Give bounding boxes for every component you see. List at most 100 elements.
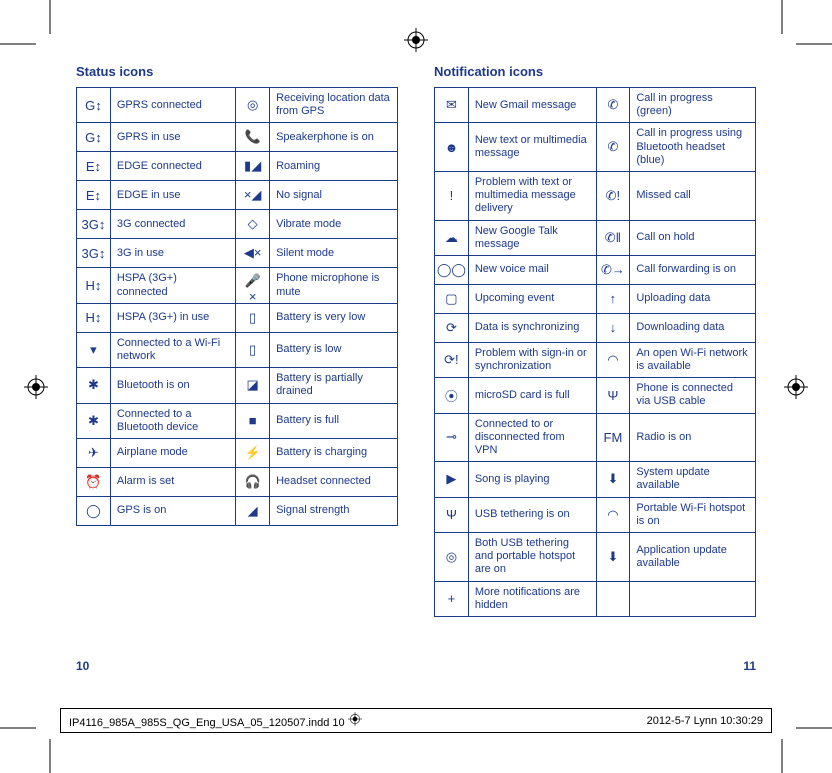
notification-right-label: Portable Wi-Fi hotspot is on [630,497,756,532]
notification-row: ΨUSB tethering is on◠Portable Wi-Fi hots… [435,497,756,532]
status-right-icon: ◪ [236,368,270,403]
notification-right-label: Call in progress using Bluetooth headset… [630,123,756,172]
notification-right-icon: FM [596,413,630,462]
notification-row: +More notifications are hidden [435,581,756,616]
status-right-label: Phone microphone is mute [270,268,398,304]
notification-left-icon: ⟳! [435,342,469,377]
notification-row: ◯◯New voice mail✆→Call forwarding is on [435,255,756,284]
notification-right-icon: ✆→ [596,255,630,284]
status-right-label: Battery is charging [270,439,398,468]
status-left-icon: H↕ [77,268,111,304]
notification-right-label: Radio is on [630,413,756,462]
footer-filename: IP4116_985A_985S_QG_Eng_USA_05_120507.in… [69,712,362,729]
status-left-icon: 3G↕ [77,210,111,239]
registration-mark-top [404,28,428,52]
notification-left-label: New voice mail [468,255,596,284]
notification-right-icon [596,581,630,616]
notification-right-label: Call on hold [630,220,756,255]
status-right-icon: ◎ [236,88,270,123]
status-left-label: GPRS connected [110,88,235,123]
notification-left-label: New Gmail message [468,88,596,123]
notification-row: ☻New text or multimedia message✆Call in … [435,123,756,172]
status-right-label: No signal [270,181,398,210]
notification-right-label: Application update available [630,532,756,581]
notification-right-label: Uploading data [630,284,756,313]
status-row: ▾Connected to a Wi-Fi network▯Battery is… [77,332,398,367]
registration-mark-left [24,375,48,399]
status-right-label: Silent mode [270,239,398,268]
notification-right-label: Downloading data [630,313,756,342]
notification-right-icon: ↓ [596,313,630,342]
page-right: Notification icons ✉New Gmail message✆Ca… [434,64,756,673]
status-right-label: Vibrate mode [270,210,398,239]
status-row: G↕GPRS in use📞Speakerphone is on [77,123,398,152]
notification-right-label: Call in progress (green) [630,88,756,123]
status-right-icon: ▯ [236,303,270,332]
notification-right-label: Call forwarding is on [630,255,756,284]
status-right-label: Battery is partially drained [270,368,398,403]
status-row: 3G↕3G in use◀×Silent mode [77,239,398,268]
status-right-icon: ◇ [236,210,270,239]
notification-left-label: microSD card is full [468,378,596,413]
status-right-label: Headset connected [270,468,398,497]
status-right-icon: ■ [236,403,270,438]
notification-left-icon: ☻ [435,123,469,172]
notification-row: ⟳!Problem with sign-in or synchronizatio… [435,342,756,377]
notification-right-icon: ↑ [596,284,630,313]
notification-right-label: An open Wi-Fi network is available [630,342,756,377]
status-left-icon: E↕ [77,152,111,181]
status-left-label: Connected to a Bluetooth device [110,403,235,438]
status-row: G↕GPRS connected◎Receiving location data… [77,88,398,123]
notification-icons-table: ✉New Gmail message✆Call in progress (gre… [434,87,756,617]
status-right-label: Roaming [270,152,398,181]
notification-right-icon: ⬇ [596,532,630,581]
status-left-label: EDGE connected [110,152,235,181]
notification-right-icon: Ψ [596,378,630,413]
notification-left-icon: ▢ [435,284,469,313]
page-number-right: 11 [434,645,756,673]
notification-left-icon: ! [435,171,469,220]
status-left-icon: ⏰ [77,468,111,497]
status-left-icon: ✱ [77,368,111,403]
notification-right-icon: ⬇ [596,462,630,497]
notification-left-icon: ✉ [435,88,469,123]
notification-right-label: System update available [630,462,756,497]
status-row: ✱Connected to a Bluetooth device■Battery… [77,403,398,438]
status-row: E↕EDGE connected▮◢Roaming [77,152,398,181]
status-left-label: Alarm is set [110,468,235,497]
status-row: ✱Bluetooth is on◪Battery is partially dr… [77,368,398,403]
status-left-label: Connected to a Wi-Fi network [110,332,235,367]
page-number-left: 10 [76,645,398,673]
notification-right-icon: ◠ [596,342,630,377]
notification-left-label: USB tethering is on [468,497,596,532]
notification-right-label: Missed call [630,171,756,220]
notification-left-icon: ◎ [435,532,469,581]
notification-left-label: Upcoming event [468,284,596,313]
status-icons-heading: Status icons [76,64,398,79]
status-left-icon: E↕ [77,181,111,210]
status-left-label: GPS is on [110,497,235,526]
notification-left-label: More notifications are hidden [468,581,596,616]
notification-left-icon: Ψ [435,497,469,532]
status-left-label: GPRS in use [110,123,235,152]
notification-left-label: Both USB tethering and portable hotspot … [468,532,596,581]
notification-row: ⦿microSD card is fullΨPhone is connected… [435,378,756,413]
status-left-label: HSPA (3G+) connected [110,268,235,304]
status-left-label: 3G in use [110,239,235,268]
status-right-label: Battery is low [270,332,398,367]
status-left-icon: H↕ [77,303,111,332]
status-right-label: Signal strength [270,497,398,526]
notification-left-label: New text or multimedia message [468,123,596,172]
status-left-label: Airplane mode [110,439,235,468]
notification-left-icon: ☁ [435,220,469,255]
status-row: ✈Airplane mode⚡Battery is charging [77,439,398,468]
status-row: 3G↕3G connected◇Vibrate mode [77,210,398,239]
status-left-label: HSPA (3G+) in use [110,303,235,332]
notification-left-label: Problem with sign-in or synchronization [468,342,596,377]
notification-left-icon: ◯◯ [435,255,469,284]
notification-row: ◎Both USB tethering and portable hotspot… [435,532,756,581]
status-left-icon: ✈ [77,439,111,468]
status-icons-table: G↕GPRS connected◎Receiving location data… [76,87,398,526]
status-left-icon: ◯ [77,497,111,526]
status-row: ◯GPS is on◢Signal strength [77,497,398,526]
